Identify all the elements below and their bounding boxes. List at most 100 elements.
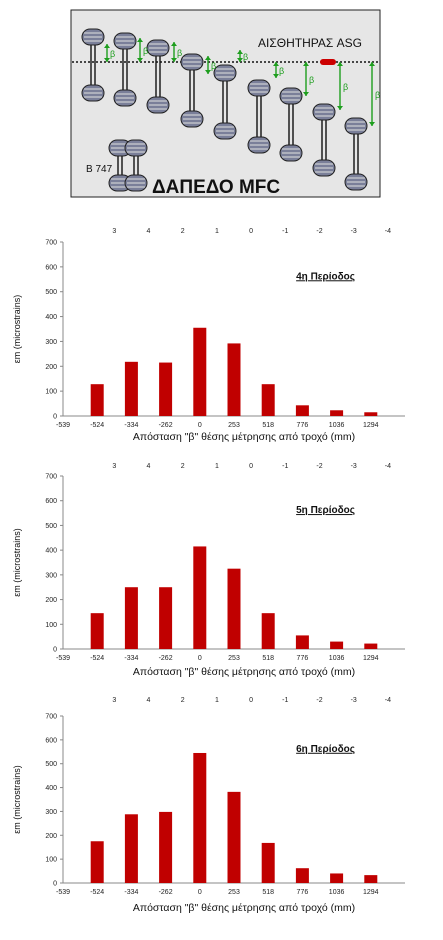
- chart-title: 4η Περίοδος: [296, 271, 355, 282]
- bar-1294: [364, 875, 378, 883]
- x-tick-label: 776: [297, 889, 309, 896]
- beta-label: β: [110, 49, 115, 59]
- x-tick-label: -334: [124, 655, 138, 662]
- wheel: [113, 89, 137, 107]
- y-tick-label: 0: [53, 414, 57, 421]
- arrow-head: [104, 44, 110, 48]
- wheel: [213, 122, 237, 140]
- aircraft-label: B 747: [86, 164, 113, 175]
- bar-1294: [364, 412, 378, 416]
- bar--262: [159, 811, 173, 883]
- x-tick-label: -262: [159, 889, 173, 896]
- bar--524: [90, 841, 104, 883]
- top-tick-label: 4: [147, 463, 151, 470]
- bar-0: [193, 752, 207, 883]
- beta-label: β: [243, 52, 248, 62]
- wheel: [213, 64, 237, 82]
- wheel: [279, 87, 303, 105]
- y-tick-label: 600: [45, 737, 57, 744]
- bar--262: [159, 362, 173, 416]
- top-tick-label: -2: [316, 463, 322, 470]
- chart-1: 3 4 2 1 0 -1 -2 -3 -4 0 100 200 300 400 500 600 700 -539 -…: [12, 228, 405, 443]
- x-tick-label: 1294: [363, 889, 379, 896]
- arrow-head: [104, 58, 110, 62]
- top-tick-label: -3: [351, 463, 357, 470]
- bar-518: [261, 842, 275, 883]
- beta-label: β: [375, 90, 380, 100]
- mfc-floor-diagram: ΑΙΣΘΗΤΗΡΑΣ ASG B 747 ΔΑΠΕΔΟ MFC β β ββββββ…: [70, 9, 381, 198]
- x-tick-label: 518: [262, 889, 274, 896]
- x-tick-label: 1294: [363, 422, 379, 429]
- wheel: [81, 84, 105, 102]
- beta-label: β: [177, 48, 182, 58]
- arrow-head: [137, 58, 143, 62]
- y-tick-label: 200: [45, 364, 57, 371]
- y-axis-label: εm (microstrains): [12, 295, 22, 364]
- x-tick-label: 1294: [363, 655, 379, 662]
- arrow-head: [273, 74, 279, 78]
- y-tick-label: 700: [45, 240, 57, 247]
- bar--262: [159, 587, 173, 649]
- x-tick-label: 0: [198, 655, 202, 662]
- y-tick-label: 400: [45, 548, 57, 555]
- top-tick-label: -1: [282, 228, 288, 235]
- y-tick-label: 0: [53, 647, 57, 654]
- top-tick-label: 0: [249, 697, 253, 704]
- wheel: [344, 173, 368, 191]
- y-tick-label: 100: [45, 857, 57, 864]
- wheel: [312, 103, 336, 121]
- asg-sensor: [320, 59, 336, 65]
- bar--334: [124, 814, 138, 883]
- y-tick-label: 500: [45, 761, 57, 768]
- top-tick-label: 1: [215, 228, 219, 235]
- x-tick-label: -334: [124, 422, 138, 429]
- top-tick-label: 2: [181, 697, 185, 704]
- top-tick-label: 3: [112, 697, 116, 704]
- bar--334: [124, 587, 138, 649]
- bar-0: [193, 327, 207, 416]
- wheel: [180, 53, 204, 71]
- wheel: [247, 136, 271, 154]
- top-tick-label: 2: [181, 463, 185, 470]
- top-tick-label: -3: [351, 228, 357, 235]
- arrow-head: [205, 70, 211, 74]
- x-tick-label: -262: [159, 422, 173, 429]
- bar-1036: [330, 641, 344, 649]
- x-tick-label: 253: [228, 655, 240, 662]
- y-tick-label: 100: [45, 389, 57, 396]
- floor-label: ΔΑΠΕΔΟ MFC: [152, 177, 280, 198]
- x-tick-label: 253: [228, 889, 240, 896]
- top-tick-label: -3: [351, 697, 357, 704]
- y-tick-label: 500: [45, 289, 57, 296]
- bar-1036: [330, 873, 344, 883]
- top-tick-label: -4: [385, 228, 391, 235]
- x-tick-label: -524: [90, 422, 104, 429]
- beta-label: β: [343, 82, 348, 92]
- landing-gear-group: β β β β β β β β β: [81, 28, 380, 192]
- top-tick-label: 4: [147, 697, 151, 704]
- y-tick-label: 500: [45, 523, 57, 530]
- top-tick-label: 4: [147, 228, 151, 235]
- y-tick-label: 600: [45, 498, 57, 505]
- bar--524: [90, 613, 104, 649]
- charts: 3 4 2 1 0 -1 -2 -3 -40100200300400500600700-539-…: [12, 228, 405, 914]
- x-tick-label: 776: [297, 655, 309, 662]
- top-tick-label: -4: [385, 463, 391, 470]
- top-tick-label: 3: [112, 228, 116, 235]
- bar--334: [124, 361, 138, 416]
- y-tick-label: 300: [45, 809, 57, 816]
- x-tick-label: -539: [56, 422, 70, 429]
- bar-776: [295, 868, 309, 883]
- top-tick-label: -4: [385, 697, 391, 704]
- arrow-head: [171, 42, 177, 46]
- top-tick-label: 0: [249, 463, 253, 470]
- beta-label: β: [211, 61, 216, 71]
- wheel: [124, 139, 148, 157]
- bar--524: [90, 384, 104, 416]
- x-tick-label: 518: [262, 422, 274, 429]
- arrow-head: [273, 62, 279, 66]
- top-tick-label: 0: [249, 228, 253, 235]
- chart-2: 3 4 2 1 0 -1 -2 -3 -4 0 100 200 300 400 500 600 700 -539 -…: [12, 463, 405, 678]
